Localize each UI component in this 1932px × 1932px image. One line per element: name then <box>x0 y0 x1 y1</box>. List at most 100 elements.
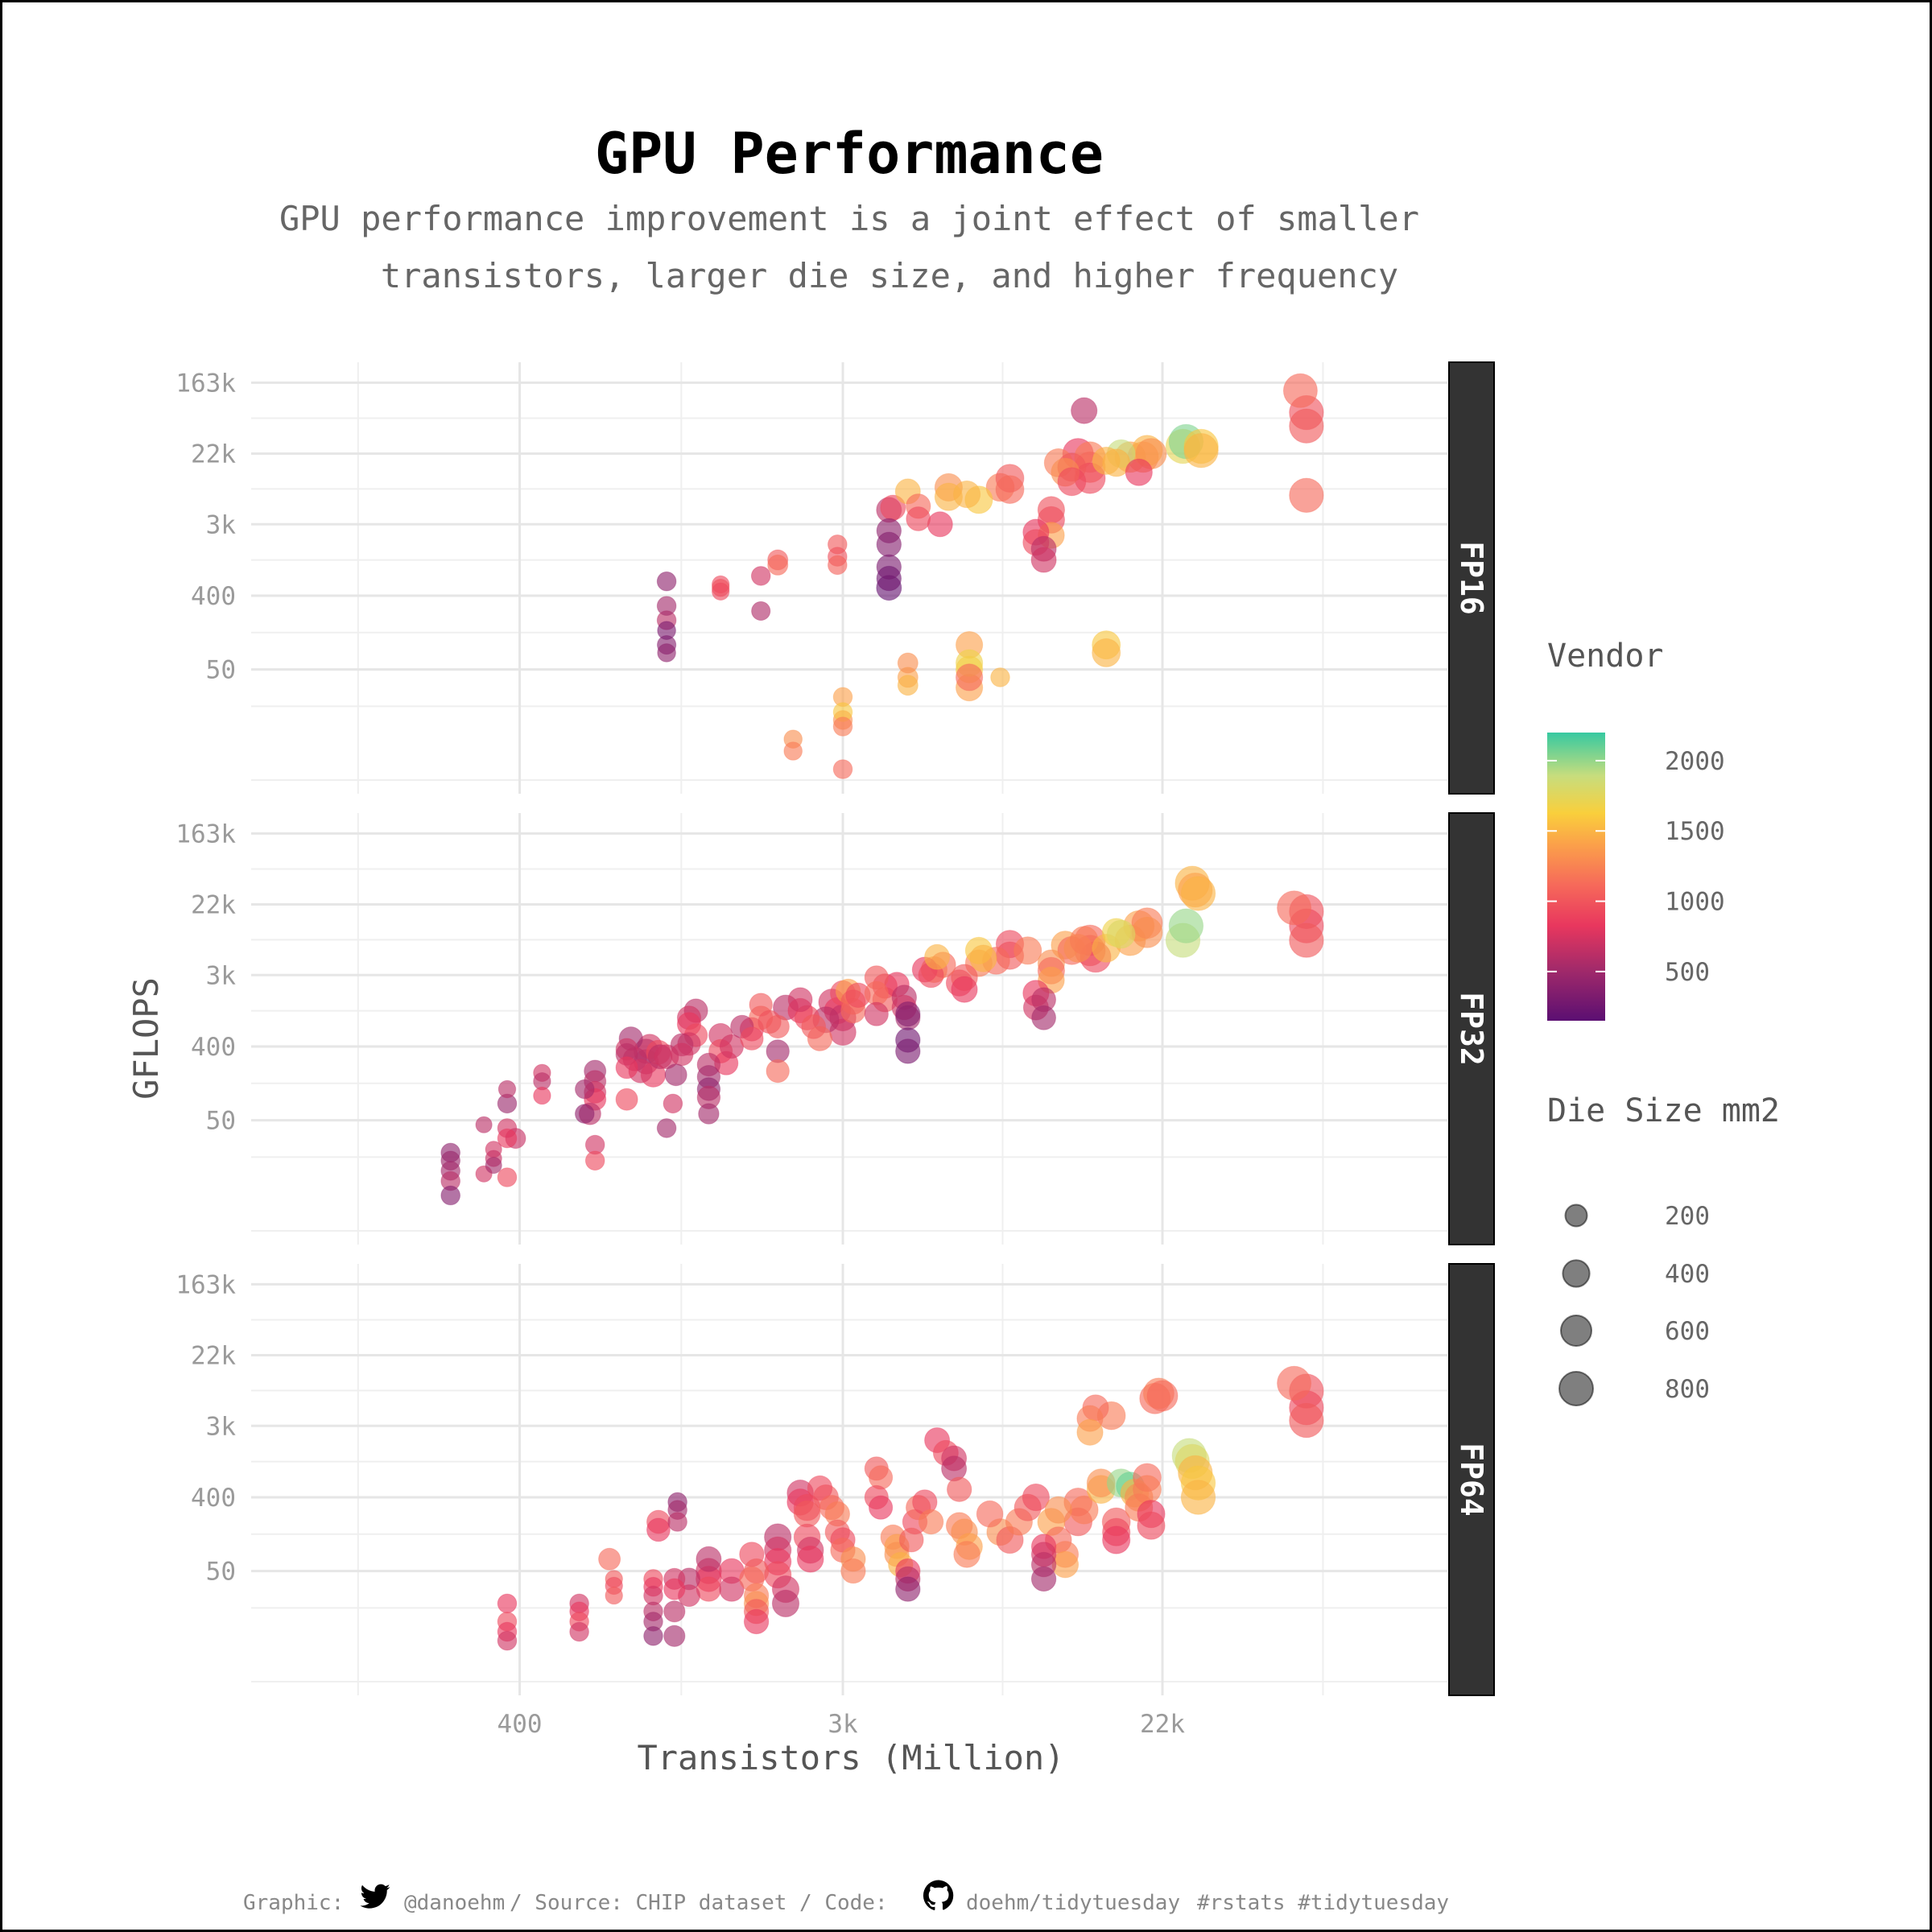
data-point <box>497 1128 518 1149</box>
caption-source-text: / Source: CHIP dataset / Code: <box>510 1891 888 1915</box>
twitter-bird-icon <box>360 1884 390 1909</box>
data-point <box>1030 1566 1057 1592</box>
data-point <box>712 582 730 601</box>
size-legend-label: 400 <box>1665 1260 1710 1289</box>
chart-title: GPU Performance <box>595 121 1104 187</box>
data-point <box>663 1578 686 1600</box>
data-point <box>719 1576 745 1602</box>
data-point <box>475 1116 493 1133</box>
data-point <box>485 1157 502 1174</box>
data-point <box>1282 373 1318 408</box>
data-point <box>656 596 677 617</box>
data-point <box>646 1517 671 1542</box>
caption-graphic-label: Graphic: <box>243 1891 344 1915</box>
data-point <box>771 1589 800 1618</box>
data-point <box>751 601 771 621</box>
facet-strip-fp64 <box>1448 1263 1495 1696</box>
data-point <box>801 1014 827 1039</box>
data-point <box>1146 1380 1179 1412</box>
caption: Graphic: @danoehm / Source: CHIP dataset… <box>243 1880 1449 1915</box>
data-point <box>497 1080 517 1099</box>
data-point <box>719 1034 745 1059</box>
y-tick-label: 163k <box>175 1270 236 1299</box>
y-tick-label: 3k <box>206 510 237 539</box>
colorbar-label: 1000 <box>1665 888 1725 917</box>
data-point <box>766 1014 790 1039</box>
y-tick-label: 400 <box>191 1484 236 1513</box>
size-legend-circle <box>1558 1371 1594 1406</box>
data-point <box>1057 467 1087 497</box>
vendor-legend-title: Vendor <box>1547 638 1664 675</box>
data-point <box>743 1608 770 1635</box>
y-tick-label: 50 <box>206 656 236 685</box>
data-point <box>740 1026 764 1051</box>
size-legend-circle <box>1564 1203 1588 1228</box>
data-point <box>1277 890 1312 926</box>
die-size-legend-items: 200 400 600 800 <box>1558 1202 1710 1406</box>
size-legend-circle <box>1560 1315 1592 1347</box>
colorbar-label: 500 <box>1665 958 1710 987</box>
data-point <box>897 652 919 674</box>
size-legend-circle <box>1562 1259 1591 1288</box>
data-point <box>656 1118 677 1138</box>
y-tick-label: 400 <box>191 582 236 611</box>
data-point <box>663 1600 686 1623</box>
data-point <box>1106 919 1136 949</box>
data-point <box>766 1059 790 1084</box>
data-point <box>953 480 981 509</box>
facet-panels: 50 400 3k 22k 163k FP16 50 400 3k 22k 163k FP32 50 40… <box>175 361 1495 1739</box>
colorbar-label: 1500 <box>1665 817 1725 846</box>
data-point <box>497 1167 518 1187</box>
data-point <box>927 511 953 538</box>
data-point <box>584 1150 605 1171</box>
data-point <box>1168 908 1204 943</box>
data-point <box>1076 1418 1104 1446</box>
data-point <box>876 565 902 592</box>
data-point <box>615 1056 638 1080</box>
y-tick-label: 163k <box>175 819 236 848</box>
data-point <box>643 1626 663 1646</box>
caption-hashtags: #rstats #tidytuesday <box>1197 1891 1449 1915</box>
data-point <box>1137 1511 1166 1540</box>
y-tick-label: 163k <box>175 369 236 398</box>
facet-strip-fp16 <box>1448 361 1495 795</box>
size-legend-label: 200 <box>1665 1202 1710 1231</box>
data-point <box>832 716 853 737</box>
size-legend-label: 600 <box>1665 1317 1710 1346</box>
data-point <box>497 1593 518 1614</box>
facet-strip-fp32 <box>1448 812 1495 1245</box>
data-point <box>1022 1483 1051 1512</box>
data-point <box>575 1079 595 1100</box>
data-point <box>1037 496 1066 524</box>
data-point <box>663 1624 686 1647</box>
data-point <box>787 987 813 1013</box>
caption-github-repo: doehm/tidytuesday <box>966 1891 1180 1915</box>
data-point <box>953 1541 980 1568</box>
data-point <box>869 1465 894 1490</box>
data-point <box>918 1509 944 1535</box>
facet-strip-label: FP16 <box>1454 541 1489 615</box>
data-point <box>598 1547 621 1571</box>
data-point <box>575 1104 595 1124</box>
data-point <box>969 944 997 972</box>
data-point <box>924 943 951 970</box>
data-point <box>864 1001 889 1026</box>
size-legend-label: 800 <box>1665 1375 1710 1404</box>
facet-panel-fp64: 50 400 3k 22k 163k FP64 <box>175 1263 1495 1696</box>
vendor-colorbar-ticks: 2000 1500 1000 500 <box>1547 747 1725 987</box>
data-point <box>895 1038 921 1064</box>
data-point <box>990 667 1010 687</box>
chart-subtitle-line-2: transistors, larger die size, and higher… <box>381 256 1398 295</box>
caption-twitter-handle: @danoehm <box>404 1891 505 1915</box>
y-tick-label: 3k <box>206 961 237 990</box>
data-point <box>569 1621 589 1642</box>
data-point <box>956 663 984 691</box>
data-point <box>840 1558 866 1584</box>
data-point <box>657 621 676 641</box>
data-point <box>1030 547 1057 573</box>
data-point <box>1289 923 1324 958</box>
data-point <box>898 1527 924 1553</box>
data-point <box>783 741 803 761</box>
data-point <box>657 643 676 663</box>
